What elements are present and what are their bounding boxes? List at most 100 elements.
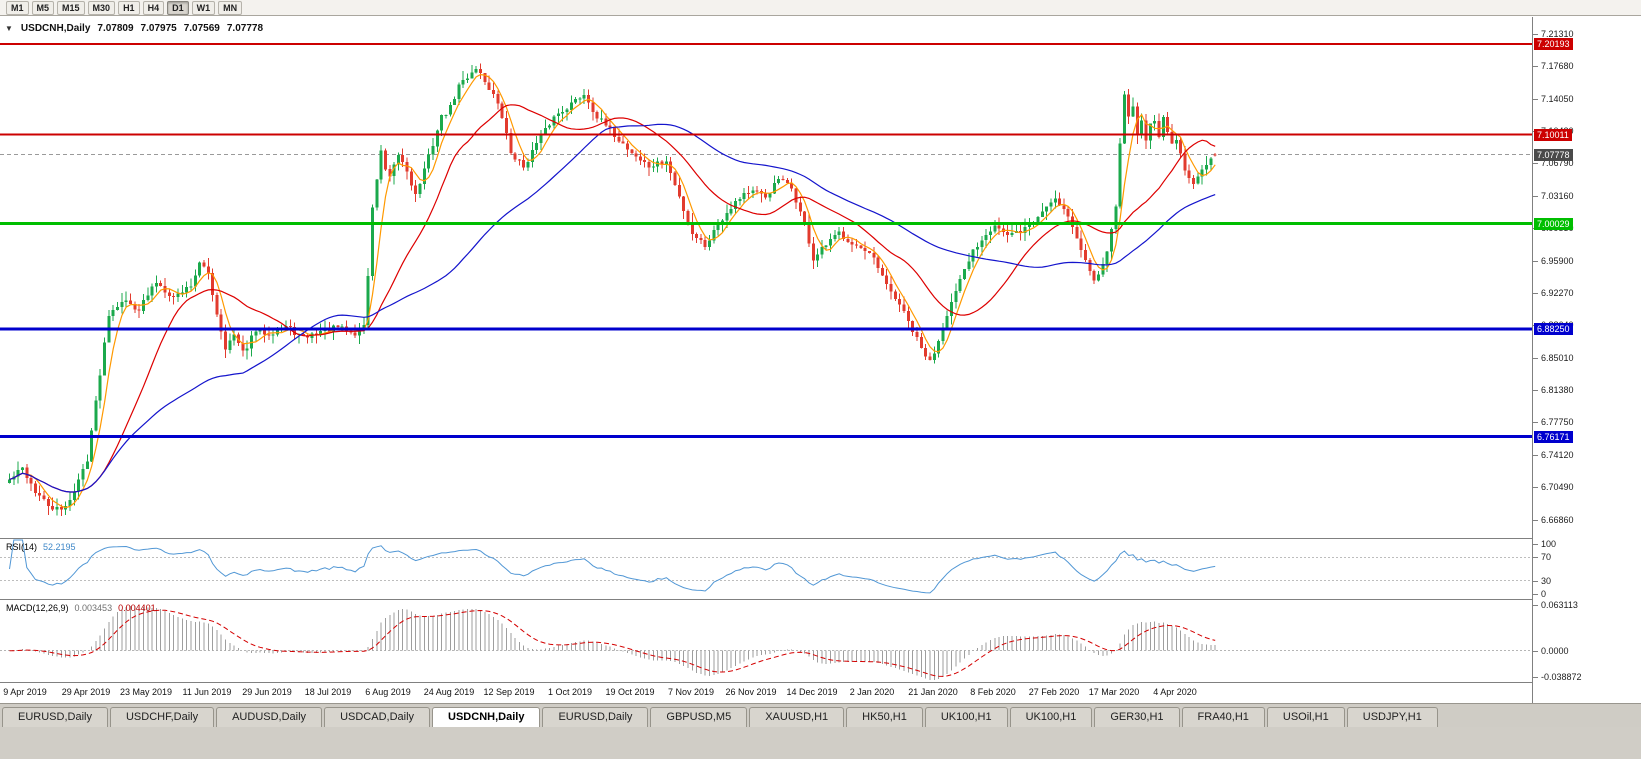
- rsi-tick: 100: [1541, 539, 1557, 549]
- price-tick: 6.92270: [1541, 288, 1574, 298]
- date-label: 21 Jan 2020: [908, 687, 958, 697]
- rsi-chart[interactable]: [0, 539, 1532, 599]
- chart-tab-ger30-h1[interactable]: GER30,H1: [1094, 707, 1180, 727]
- chart-tab-eurusd-daily[interactable]: EURUSD,Daily: [2, 707, 108, 727]
- timeframe-button-m30[interactable]: M30: [87, 0, 116, 15]
- chart-tab-xauusd-h1[interactable]: XAUUSD,H1: [749, 707, 845, 727]
- resistance-price-label: 7.10011: [1534, 129, 1572, 141]
- price-tick: 7.06790: [1541, 158, 1574, 168]
- timeframe-toolbar: M1 M5 M15 M30 H1 H4 D1 W1 MN: [0, 0, 1641, 16]
- price-tick: 7.03160: [1541, 191, 1574, 201]
- tick-mark: [1533, 677, 1538, 678]
- price-tick: 6.77750: [1541, 417, 1574, 427]
- tick-mark: [1533, 66, 1538, 67]
- chart-tab-eurusd-daily[interactable]: EURUSD,Daily: [542, 707, 649, 727]
- support-price-label: 6.88250: [1534, 323, 1573, 335]
- chart-tab-usoil-h1[interactable]: USOil,H1: [1266, 707, 1345, 727]
- support-lower-price-label: 6.76171: [1534, 431, 1573, 443]
- date-label: 18 Jul 2019: [304, 687, 352, 697]
- chart-tab-usdcad-daily[interactable]: USDCAD,Daily: [324, 707, 431, 727]
- plot-area: ▼ USDCNH,Daily 7.07809 7.07975 7.07569 7…: [0, 17, 1532, 703]
- date-label: 24 Aug 2019: [423, 687, 475, 697]
- rsi-tick: 30: [1541, 576, 1552, 586]
- macd-tick: 0.0000: [1541, 646, 1569, 656]
- chart-title: ▼ USDCNH,Daily 7.07809 7.07975 7.07569 7…: [5, 23, 263, 34]
- chart-tab-hk50-h1[interactable]: HK50,H1: [846, 707, 923, 727]
- tick-mark: [1533, 196, 1538, 197]
- price-tick: 6.81380: [1541, 385, 1574, 395]
- date-label: 6 Aug 2019: [365, 687, 411, 697]
- date-label: 7 Nov 2019: [667, 687, 715, 697]
- tick-mark: [1533, 422, 1538, 423]
- date-label: 23 May 2019: [119, 687, 173, 697]
- rsi-tick: 70: [1541, 552, 1552, 562]
- price-tick: 6.74120: [1541, 450, 1574, 460]
- date-label: 19 Oct 2019: [605, 687, 655, 697]
- pivot-seven-price-label: 7.00029: [1534, 218, 1573, 230]
- date-label: 29 Apr 2019: [61, 687, 111, 697]
- high-value: 7.07975: [140, 23, 177, 34]
- rsi-tick: 0: [1541, 589, 1547, 599]
- chart-tab-usdjpy-h1[interactable]: USDJPY,H1: [1346, 707, 1438, 727]
- price-tick: 6.85010: [1541, 353, 1574, 363]
- tick-mark: [1533, 520, 1538, 521]
- time-axis[interactable]: 9 Apr 2019 29 Apr 2019 23 May 2019 11 Jun 2…: [0, 683, 1532, 703]
- date-label: 29 Jun 2019: [242, 687, 292, 697]
- bottom-strip: [0, 727, 1641, 759]
- chart-tab-usdchf-daily[interactable]: USDCHF,Daily: [109, 707, 215, 727]
- date-label: 12 Sep 2019: [483, 687, 535, 697]
- macd-tick: -0.038872: [1541, 672, 1582, 682]
- date-label: 4 Apr 2020: [1153, 687, 1197, 697]
- tick-mark: [1533, 487, 1538, 488]
- timeframe-button-d1[interactable]: D1: [167, 0, 189, 15]
- rsi-indicator-name: RSI(14): [6, 542, 38, 552]
- macd-chart[interactable]: [0, 600, 1532, 682]
- date-label: 26 Nov 2019: [725, 687, 777, 697]
- date-label: 27 Feb 2020: [1028, 687, 1080, 697]
- timeframe-button-m1[interactable]: M1: [6, 0, 29, 15]
- macd-main-value: 0.003453: [74, 603, 113, 613]
- chart-tab-usdcnh-daily[interactable]: USDCNH,Daily: [432, 707, 541, 727]
- chart-tab-bar: EURUSD,Daily USDCHF,Daily AUDUSD,Daily USDC…: [0, 703, 1641, 727]
- macd-signal-value: 0.004401: [118, 603, 156, 613]
- price-tick: 7.21310: [1541, 29, 1574, 39]
- price-tick: 6.66860: [1541, 515, 1574, 525]
- tick-mark: [1533, 34, 1538, 35]
- close-value: 7.07778: [226, 23, 264, 34]
- chart-tab-gbpusd-m5[interactable]: GBPUSD,M5: [650, 707, 748, 727]
- timeframe-button-m5[interactable]: M5: [31, 0, 55, 15]
- macd-tick: 0.063113: [1541, 600, 1578, 610]
- symbol-timeframe-label: USDCNH,Daily: [20, 23, 91, 34]
- tick-mark: [1533, 651, 1538, 652]
- timeframe-button-h1[interactable]: H1: [118, 0, 140, 15]
- main-chart-pane[interactable]: ▼ USDCNH,Daily 7.07809 7.07975 7.07569 7…: [0, 17, 1532, 539]
- macd-label: MACD(12,26,9) 0.003453 0.004401: [6, 603, 156, 613]
- tick-mark: [1533, 163, 1538, 164]
- macd-pane[interactable]: MACD(12,26,9) 0.003453 0.004401: [0, 600, 1532, 683]
- chart-tab-fra40-h1[interactable]: FRA40,H1: [1181, 707, 1265, 727]
- price-tick: 6.70490: [1541, 482, 1574, 492]
- timeframe-button-h4[interactable]: H4: [142, 0, 165, 15]
- tick-mark: [1533, 594, 1538, 595]
- chart-tab-uk100-h1[interactable]: UK100,H1: [1009, 707, 1093, 727]
- macd-indicator-name: MACD(12,26,9): [6, 603, 69, 613]
- timeframe-button-mn[interactable]: MN: [218, 0, 243, 15]
- rsi-pane[interactable]: RSI(14) 52.2195: [0, 539, 1532, 600]
- date-label: 11 Jun 2019: [182, 687, 232, 697]
- price-tick: 7.17680: [1541, 61, 1574, 71]
- tick-mark: [1533, 455, 1538, 456]
- tick-mark: [1533, 581, 1538, 582]
- date-label: 8 Feb 2020: [970, 687, 1016, 697]
- chart-collapse-icon[interactable]: ▼: [5, 24, 13, 33]
- chart-tab-uk100-h1[interactable]: UK100,H1: [924, 707, 1008, 727]
- date-label: 14 Dec 2019: [786, 687, 838, 697]
- timeframe-button-w1[interactable]: W1: [191, 0, 216, 15]
- tick-mark: [1533, 358, 1538, 359]
- chart-tab-audusd-daily[interactable]: AUDUSD,Daily: [216, 707, 323, 727]
- timeframe-button-m15[interactable]: M15: [57, 0, 85, 15]
- price-scale[interactable]: 7.213107.176807.140507.104207.067907.031…: [1532, 17, 1641, 703]
- low-value: 7.07569: [183, 23, 220, 34]
- candlestick-chart[interactable]: [0, 17, 1532, 538]
- rsi-label: RSI(14) 52.2195: [6, 542, 76, 552]
